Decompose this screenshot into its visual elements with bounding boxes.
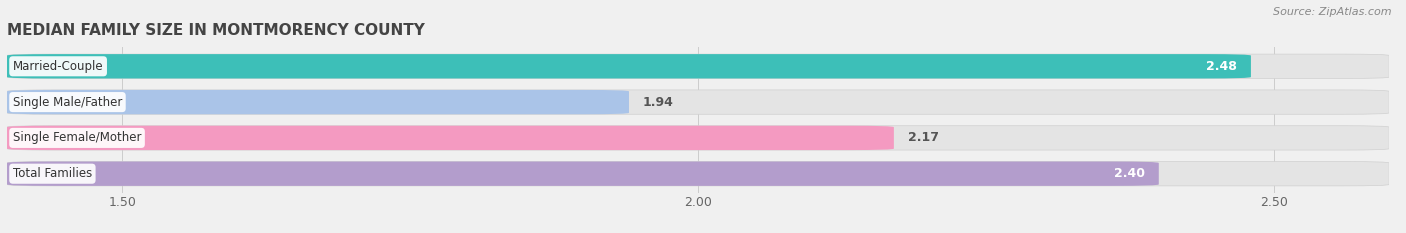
FancyBboxPatch shape — [7, 90, 1389, 114]
Text: Single Male/Father: Single Male/Father — [13, 96, 122, 109]
Text: 2.40: 2.40 — [1114, 167, 1144, 180]
Text: 2.17: 2.17 — [908, 131, 939, 144]
Text: 1.94: 1.94 — [643, 96, 673, 109]
Text: Single Female/Mother: Single Female/Mother — [13, 131, 141, 144]
FancyBboxPatch shape — [7, 161, 1389, 186]
Text: Married-Couple: Married-Couple — [13, 60, 104, 73]
FancyBboxPatch shape — [7, 90, 628, 114]
FancyBboxPatch shape — [7, 54, 1389, 79]
Text: Total Families: Total Families — [13, 167, 91, 180]
FancyBboxPatch shape — [7, 161, 1159, 186]
FancyBboxPatch shape — [7, 126, 894, 150]
Text: Source: ZipAtlas.com: Source: ZipAtlas.com — [1274, 7, 1392, 17]
FancyBboxPatch shape — [7, 54, 1251, 79]
FancyBboxPatch shape — [7, 126, 1389, 150]
Text: 2.48: 2.48 — [1206, 60, 1237, 73]
Text: MEDIAN FAMILY SIZE IN MONTMORENCY COUNTY: MEDIAN FAMILY SIZE IN MONTMORENCY COUNTY — [7, 24, 425, 38]
